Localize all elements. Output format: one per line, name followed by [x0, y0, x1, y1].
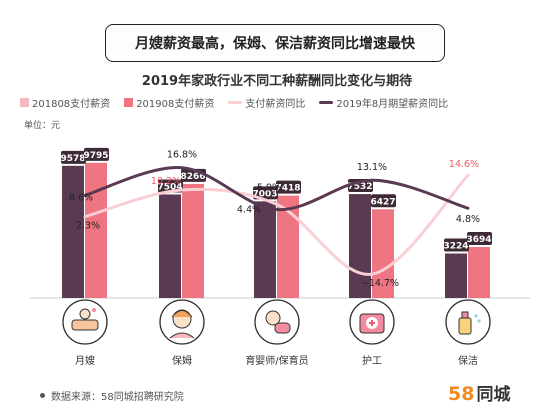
data-label-2018: 9578: [60, 150, 86, 164]
data-label-text: 6427: [370, 197, 395, 207]
bar-2018: [62, 165, 84, 298]
bar-2019: [372, 209, 394, 298]
cleaning-spray-icon: [445, 299, 491, 345]
icon-shape: [474, 314, 478, 318]
chart-title: 2019年家政行业不同工种薪酬同比变化与期待: [141, 74, 413, 89]
category-label: 保姆: [172, 354, 192, 367]
brand-logo: 58 同城: [448, 380, 510, 405]
icon-shape: [369, 320, 375, 326]
data-label-bg: [276, 180, 301, 194]
caregiver-face-icon: [159, 299, 205, 345]
icon-shape: [92, 308, 96, 312]
icon-shape: [79, 308, 91, 320]
bar-2018: [254, 201, 276, 298]
data-label-bg: [61, 150, 86, 164]
data-label-bg: [84, 147, 109, 161]
bullet-icon: [40, 393, 45, 398]
label-yoy: −14.7%: [361, 278, 399, 289]
label-yoy: 5.9%: [257, 183, 281, 194]
logo-number: 58: [448, 383, 475, 405]
label-expected: 4.4%: [237, 205, 261, 216]
legend-swatch-2019: [124, 98, 134, 107]
data-label-bg: [371, 194, 396, 208]
legend-item-expected: 2019年8月期望薪资同比: [319, 95, 448, 110]
data-label-2018: 7003: [252, 186, 278, 200]
data-label-2018: 3224: [443, 238, 469, 252]
label-expected: 16.8%: [167, 150, 197, 161]
data-label-text: 3224: [443, 242, 468, 252]
legend-swatch-2018: [20, 98, 29, 107]
data-label-text: 7532: [347, 182, 372, 192]
category-label: 护工: [362, 354, 382, 367]
icon-shape: [169, 332, 195, 339]
label-expected: 4.8%: [456, 214, 480, 225]
data-label-bg: [253, 186, 278, 200]
category-label: 月嫂: [75, 355, 95, 367]
baby-care-icon: [254, 299, 300, 345]
label-expected: 13.1%: [357, 162, 387, 173]
data-label-2019: 3694: [466, 232, 492, 246]
icon-shape: [274, 322, 291, 334]
label-yoy: 14.6%: [449, 159, 479, 170]
bar-2018: [159, 194, 181, 298]
data-label-bg: [467, 232, 492, 246]
bar-2019: [85, 162, 107, 298]
bar-2018: [445, 253, 467, 298]
data-label-text: 3694: [466, 235, 491, 245]
label-expected: 8.6%: [69, 192, 93, 203]
legend-item-yoy: 支付薪资同比: [228, 95, 305, 110]
icon-shape: [265, 310, 281, 326]
bar-2019: [277, 195, 299, 298]
unit-label: 单位：元: [24, 121, 61, 131]
data-label-text: 8266: [180, 172, 205, 182]
line-expected-salary: [83, 166, 470, 212]
logo-text: 同城: [476, 385, 511, 405]
data-label-text: 7418: [275, 184, 300, 194]
data-label-text: 7504: [157, 182, 182, 192]
category-label: 育婴师/保育员: [245, 354, 308, 367]
data-label-text: 7003: [252, 189, 277, 199]
label-yoy: 2.3%: [76, 221, 100, 232]
chart-legend: 201808支付薪资 201908支付薪资 支付薪资同比 2019年8月期望薪资…: [20, 95, 540, 110]
legend-label-2019: 201908支付薪资: [136, 99, 215, 110]
data-label-text: 9795: [83, 151, 108, 161]
icon-shape: [461, 311, 469, 319]
source-text: 数据来源：58同城招聘研究院: [51, 392, 184, 403]
legend-item-2018: 201808支付薪资: [20, 95, 110, 110]
legend-item-2019: 201908支付薪资: [124, 95, 214, 110]
headline-banner: 月嫂薪资最高，保姆、保洁薪资同比增速最快: [105, 24, 445, 62]
legend-label-expected: 2019年8月期望薪资同比: [336, 99, 449, 110]
icon-shape: [477, 319, 481, 323]
icon-shape: [458, 317, 472, 335]
label-yoy: 10.2%: [151, 176, 181, 187]
nanny-bath-icon: [62, 299, 108, 345]
category-label: 保洁: [458, 354, 478, 367]
bar-2019: [468, 247, 490, 298]
data-label-bg: [444, 238, 469, 252]
legend-swatch-yoy: [228, 101, 243, 104]
legend-label-2018: 201808支付薪资: [32, 99, 111, 110]
data-label-2019: 7418: [275, 180, 301, 194]
data-label-2019: 6427: [370, 194, 396, 208]
source-note: 数据来源：58同城招聘研究院: [40, 388, 184, 403]
data-label-text: 9578: [60, 154, 85, 164]
legend-label-yoy: 支付薪资同比: [245, 99, 306, 110]
data-label-2019: 9795: [83, 147, 109, 161]
medical-kit-icon: [349, 299, 395, 345]
bar-2019: [182, 183, 204, 298]
legend-swatch-expected: [319, 101, 334, 104]
icon-shape: [171, 310, 193, 318]
icon-shape: [71, 319, 99, 331]
